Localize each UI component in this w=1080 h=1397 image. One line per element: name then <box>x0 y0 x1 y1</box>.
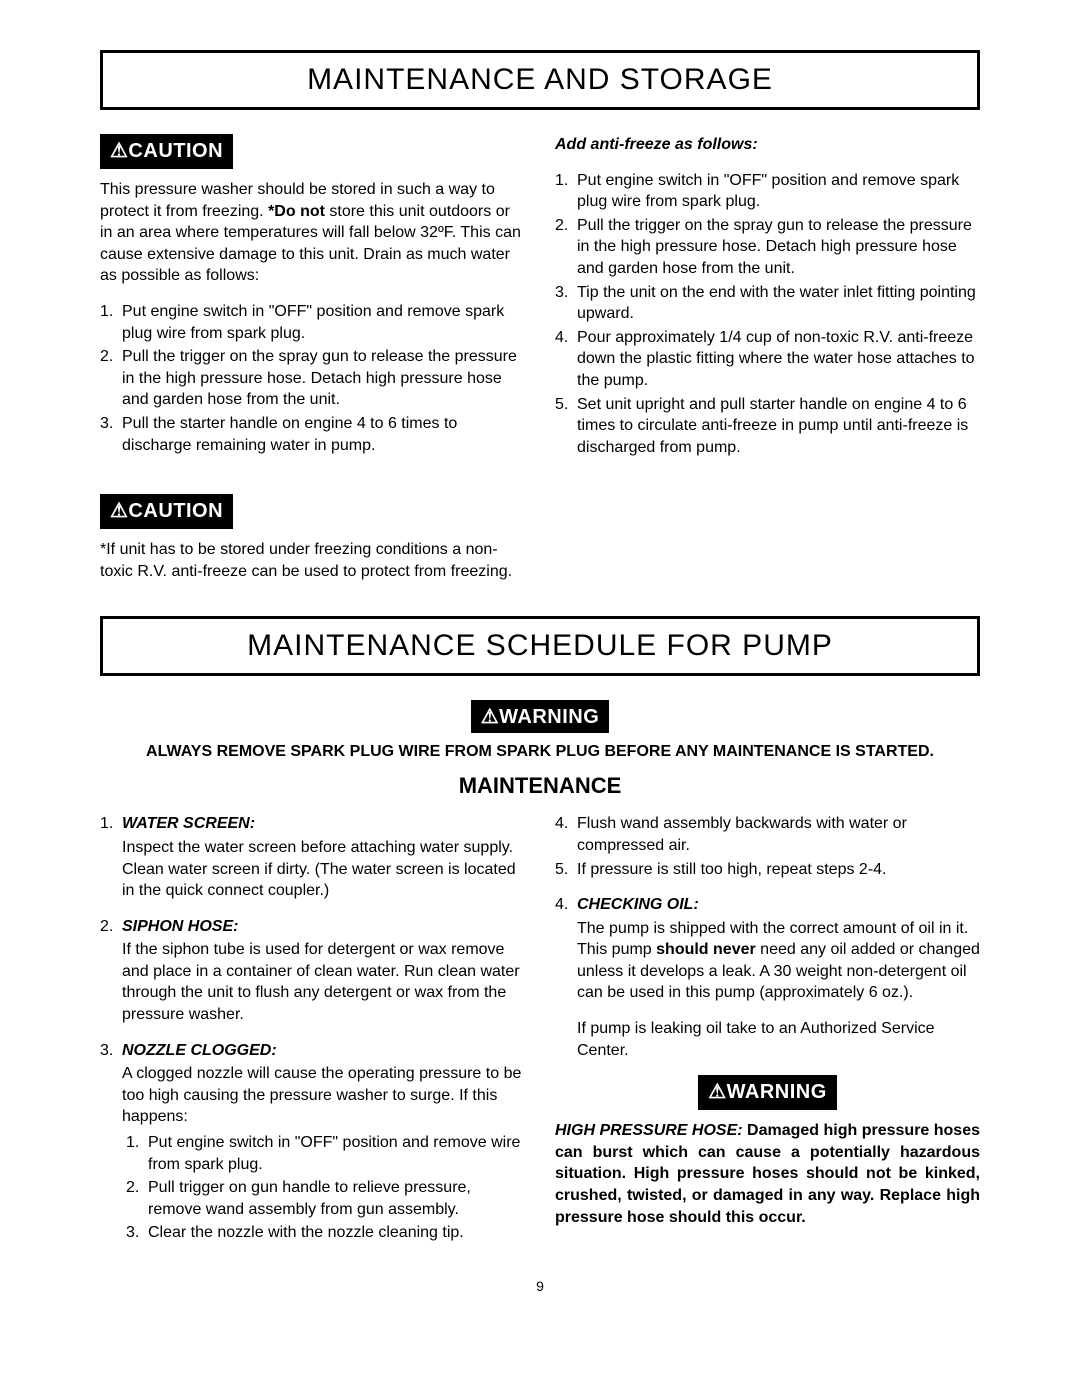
siphon-text: If the siphon tube is used for detergent… <box>100 939 525 1025</box>
caution1-intro: This pressure washer should be stored in… <box>100 179 525 287</box>
maintenance-left-col: 1. WATER SCREEN: Inspect the water scree… <box>100 813 525 1258</box>
nozzle-cont-steps: 4.Flush wand assembly backwards with wat… <box>555 813 980 880</box>
oil-head: 4. CHECKING OIL: <box>555 894 980 916</box>
siphon-head: 2. SIPHON HOSE: <box>100 916 525 938</box>
antifreeze-steps: 1.Put engine switch in "OFF" position an… <box>555 170 980 459</box>
water-screen-text: Inspect the water screen before attachin… <box>100 837 525 902</box>
step-text: Put engine switch in "OFF" position and … <box>577 170 980 213</box>
caution1-intro-bold: *Do not <box>268 203 325 220</box>
step-num: 3. <box>100 413 122 456</box>
storage-right-col: Add anti-freeze as follows: 1.Put engine… <box>555 134 980 596</box>
list-item: 4.Flush wand assembly backwards with wat… <box>555 813 980 856</box>
nozzle-text: A clogged nozzle will cause the operatin… <box>100 1063 525 1128</box>
step-num: 4. <box>555 894 577 916</box>
warning-badge-2: ⚠WARNING <box>698 1075 837 1110</box>
step-num: 2. <box>555 215 577 280</box>
maintenance-right-col: 4.Flush wand assembly backwards with wat… <box>555 813 980 1258</box>
warning-remove-spark: ALWAYS REMOVE SPARK PLUG WIRE FROM SPARK… <box>100 743 980 761</box>
nozzle-substeps: 1.Put engine switch in "OFF" position an… <box>100 1132 525 1244</box>
water-screen-title: WATER SCREEN: <box>122 813 525 835</box>
section-maintenance-storage: MAINTENANCE AND STORAGE <box>100 50 980 110</box>
step-num: 1. <box>100 813 122 835</box>
step-text: Clear the nozzle with the nozzle cleanin… <box>148 1222 525 1244</box>
caution2-text: *If unit has to be stored under freezing… <box>100 539 525 582</box>
list-item: 2.Pull the trigger on the spray gun to r… <box>555 215 980 280</box>
step-text: Pull the starter handle on engine 4 to 6… <box>122 413 525 456</box>
list-item: 5.If pressure is still too high, repeat … <box>555 859 980 881</box>
caution1-steps: 1.Put engine switch in "OFF" position an… <box>100 301 525 456</box>
page-number: 9 <box>100 1278 980 1294</box>
list-item: 2.Pull trigger on gun handle to relieve … <box>100 1177 525 1220</box>
hp-hose-title: HIGH PRESSURE HOSE: <box>555 1122 743 1139</box>
oil-text-2: If pump is leaking oil take to an Author… <box>555 1018 980 1061</box>
water-screen-head: 1. WATER SCREEN: <box>100 813 525 835</box>
step-text: If pressure is still too high, repeat st… <box>577 859 980 881</box>
caution-badge-1: ⚠CAUTION <box>100 134 233 169</box>
step-text: Pull the trigger on the spray gun to rel… <box>122 346 525 411</box>
maintenance-columns: 1. WATER SCREEN: Inspect the water scree… <box>100 813 980 1258</box>
step-text: Pull the trigger on the spray gun to rel… <box>577 215 980 280</box>
step-text: Set unit upright and pull starter handle… <box>577 394 980 459</box>
step-num: 4. <box>555 327 577 392</box>
antifreeze-title: Add anti-freeze as follows: <box>555 134 980 156</box>
step-num: 4. <box>555 813 577 856</box>
list-item: 3.Pull the starter handle on engine 4 to… <box>100 413 525 456</box>
list-item: 1.Put engine switch in "OFF" position an… <box>100 1132 525 1175</box>
step-num: 2. <box>100 346 122 411</box>
step-num: 5. <box>555 859 577 881</box>
oil-title: CHECKING OIL: <box>577 894 980 916</box>
caution-badge-2: ⚠CAUTION <box>100 494 233 529</box>
step-num: 1. <box>555 170 577 213</box>
step-text: Put engine switch in "OFF" position and … <box>148 1132 525 1175</box>
warning-badge-1: ⚠WARNING <box>471 700 610 733</box>
oil-t1-bold: should never <box>656 941 756 958</box>
nozzle-title: NOZZLE CLOGGED: <box>122 1040 525 1062</box>
step-num: 3. <box>555 282 577 325</box>
storage-columns: ⚠CAUTION This pressure washer should be … <box>100 134 980 596</box>
step-num: 2. <box>100 916 122 938</box>
siphon-title: SIPHON HOSE: <box>122 916 525 938</box>
maintenance-subheading: MAINTENANCE <box>100 773 980 799</box>
section-maintenance-schedule: MAINTENANCE SCHEDULE FOR PUMP <box>100 616 980 676</box>
step-num: 3. <box>100 1040 122 1062</box>
hp-hose-warning: HIGH PRESSURE HOSE: Damaged high pressur… <box>555 1120 980 1228</box>
nozzle-head: 3. NOZZLE CLOGGED: <box>100 1040 525 1062</box>
step-text: Flush wand assembly backwards with water… <box>577 813 980 856</box>
step-num: 1. <box>100 301 122 344</box>
oil-text-1: The pump is shipped with the correct amo… <box>555 918 980 1004</box>
step-num: 3. <box>126 1222 148 1244</box>
storage-left-col: ⚠CAUTION This pressure washer should be … <box>100 134 525 596</box>
list-item: 3.Tip the unit on the end with the water… <box>555 282 980 325</box>
step-num: 2. <box>126 1177 148 1220</box>
step-text: Pour approximately 1/4 cup of non-toxic … <box>577 327 980 392</box>
list-item: 1.Put engine switch in "OFF" position an… <box>100 301 525 344</box>
list-item: 5.Set unit upright and pull starter hand… <box>555 394 980 459</box>
step-text: Put engine switch in "OFF" position and … <box>122 301 525 344</box>
list-item: 2.Pull the trigger on the spray gun to r… <box>100 346 525 411</box>
step-num: 1. <box>126 1132 148 1175</box>
step-text: Tip the unit on the end with the water i… <box>577 282 980 325</box>
list-item: 1.Put engine switch in "OFF" position an… <box>555 170 980 213</box>
list-item: 4.Pour approximately 1/4 cup of non-toxi… <box>555 327 980 392</box>
step-text: Pull trigger on gun handle to relieve pr… <box>148 1177 525 1220</box>
step-num: 5. <box>555 394 577 459</box>
list-item: 3.Clear the nozzle with the nozzle clean… <box>100 1222 525 1244</box>
